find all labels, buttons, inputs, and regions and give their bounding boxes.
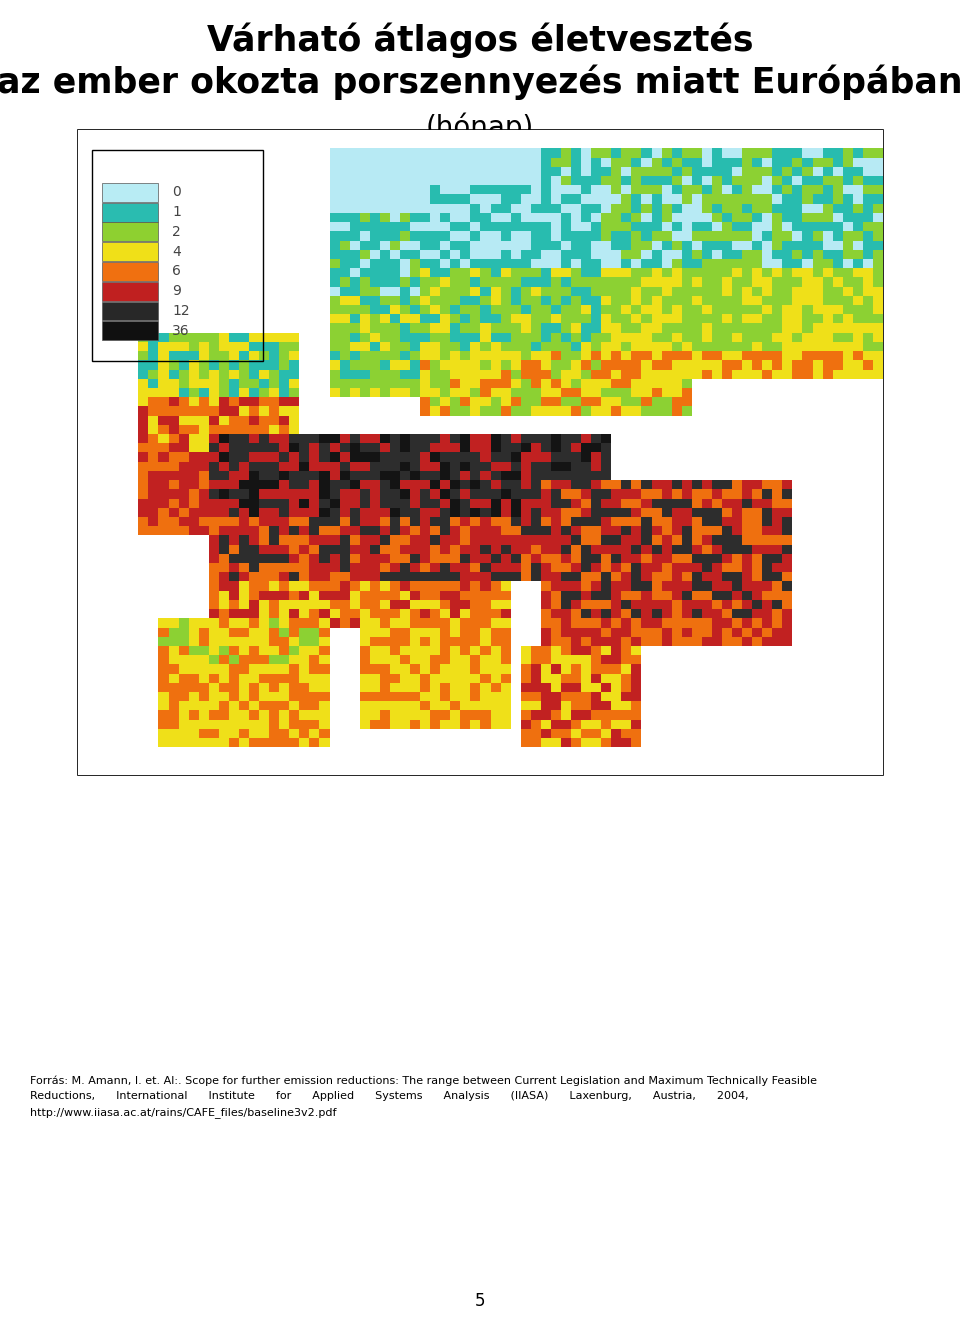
Text: (hónap): (hónap): [426, 112, 534, 141]
Text: az ember okozta porszennyezés miatt Európában: az ember okozta porszennyezés miatt Euró…: [0, 65, 960, 101]
Bar: [103, 262, 158, 280]
Bar: [103, 222, 158, 242]
Bar: [103, 282, 158, 300]
Text: 4: 4: [172, 245, 181, 259]
Bar: [103, 202, 158, 222]
Bar: [103, 183, 158, 202]
Text: 36: 36: [172, 324, 190, 338]
Text: 12: 12: [172, 304, 190, 318]
Text: 5: 5: [475, 1292, 485, 1310]
Text: Várható átlagos életvesztés: Várható átlagos életvesztés: [206, 23, 754, 57]
Bar: [103, 242, 158, 260]
Bar: [103, 302, 158, 320]
Text: Reductions,      International      Institute      for      Applied      Systems: Reductions, International Institute for …: [30, 1091, 749, 1100]
Bar: [103, 322, 158, 340]
Text: Forrás: M. Amann, I. et. Al:. Scope for further emission reductions: The range b: Forrás: M. Amann, I. et. Al:. Scope for …: [30, 1075, 817, 1086]
Text: 9: 9: [172, 284, 181, 298]
Text: http://www.iiasa.ac.at/rains/CAFE_files/baseline3v2.pdf: http://www.iiasa.ac.at/rains/CAFE_files/…: [30, 1107, 337, 1118]
Text: 2: 2: [172, 225, 181, 239]
Text: 0: 0: [172, 185, 181, 199]
Text: 1: 1: [172, 205, 181, 219]
Text: 6: 6: [172, 264, 181, 278]
Bar: [78, 130, 883, 775]
